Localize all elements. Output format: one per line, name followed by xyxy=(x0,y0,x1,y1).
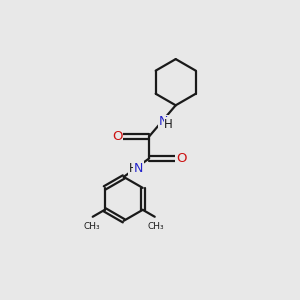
Text: H: H xyxy=(128,162,137,175)
Text: O: O xyxy=(176,152,186,165)
Text: CH₃: CH₃ xyxy=(148,222,164,231)
Text: O: O xyxy=(112,130,122,143)
Text: N: N xyxy=(134,162,143,175)
Text: N: N xyxy=(159,116,168,128)
Text: CH₃: CH₃ xyxy=(83,222,100,231)
Text: H: H xyxy=(164,118,173,131)
